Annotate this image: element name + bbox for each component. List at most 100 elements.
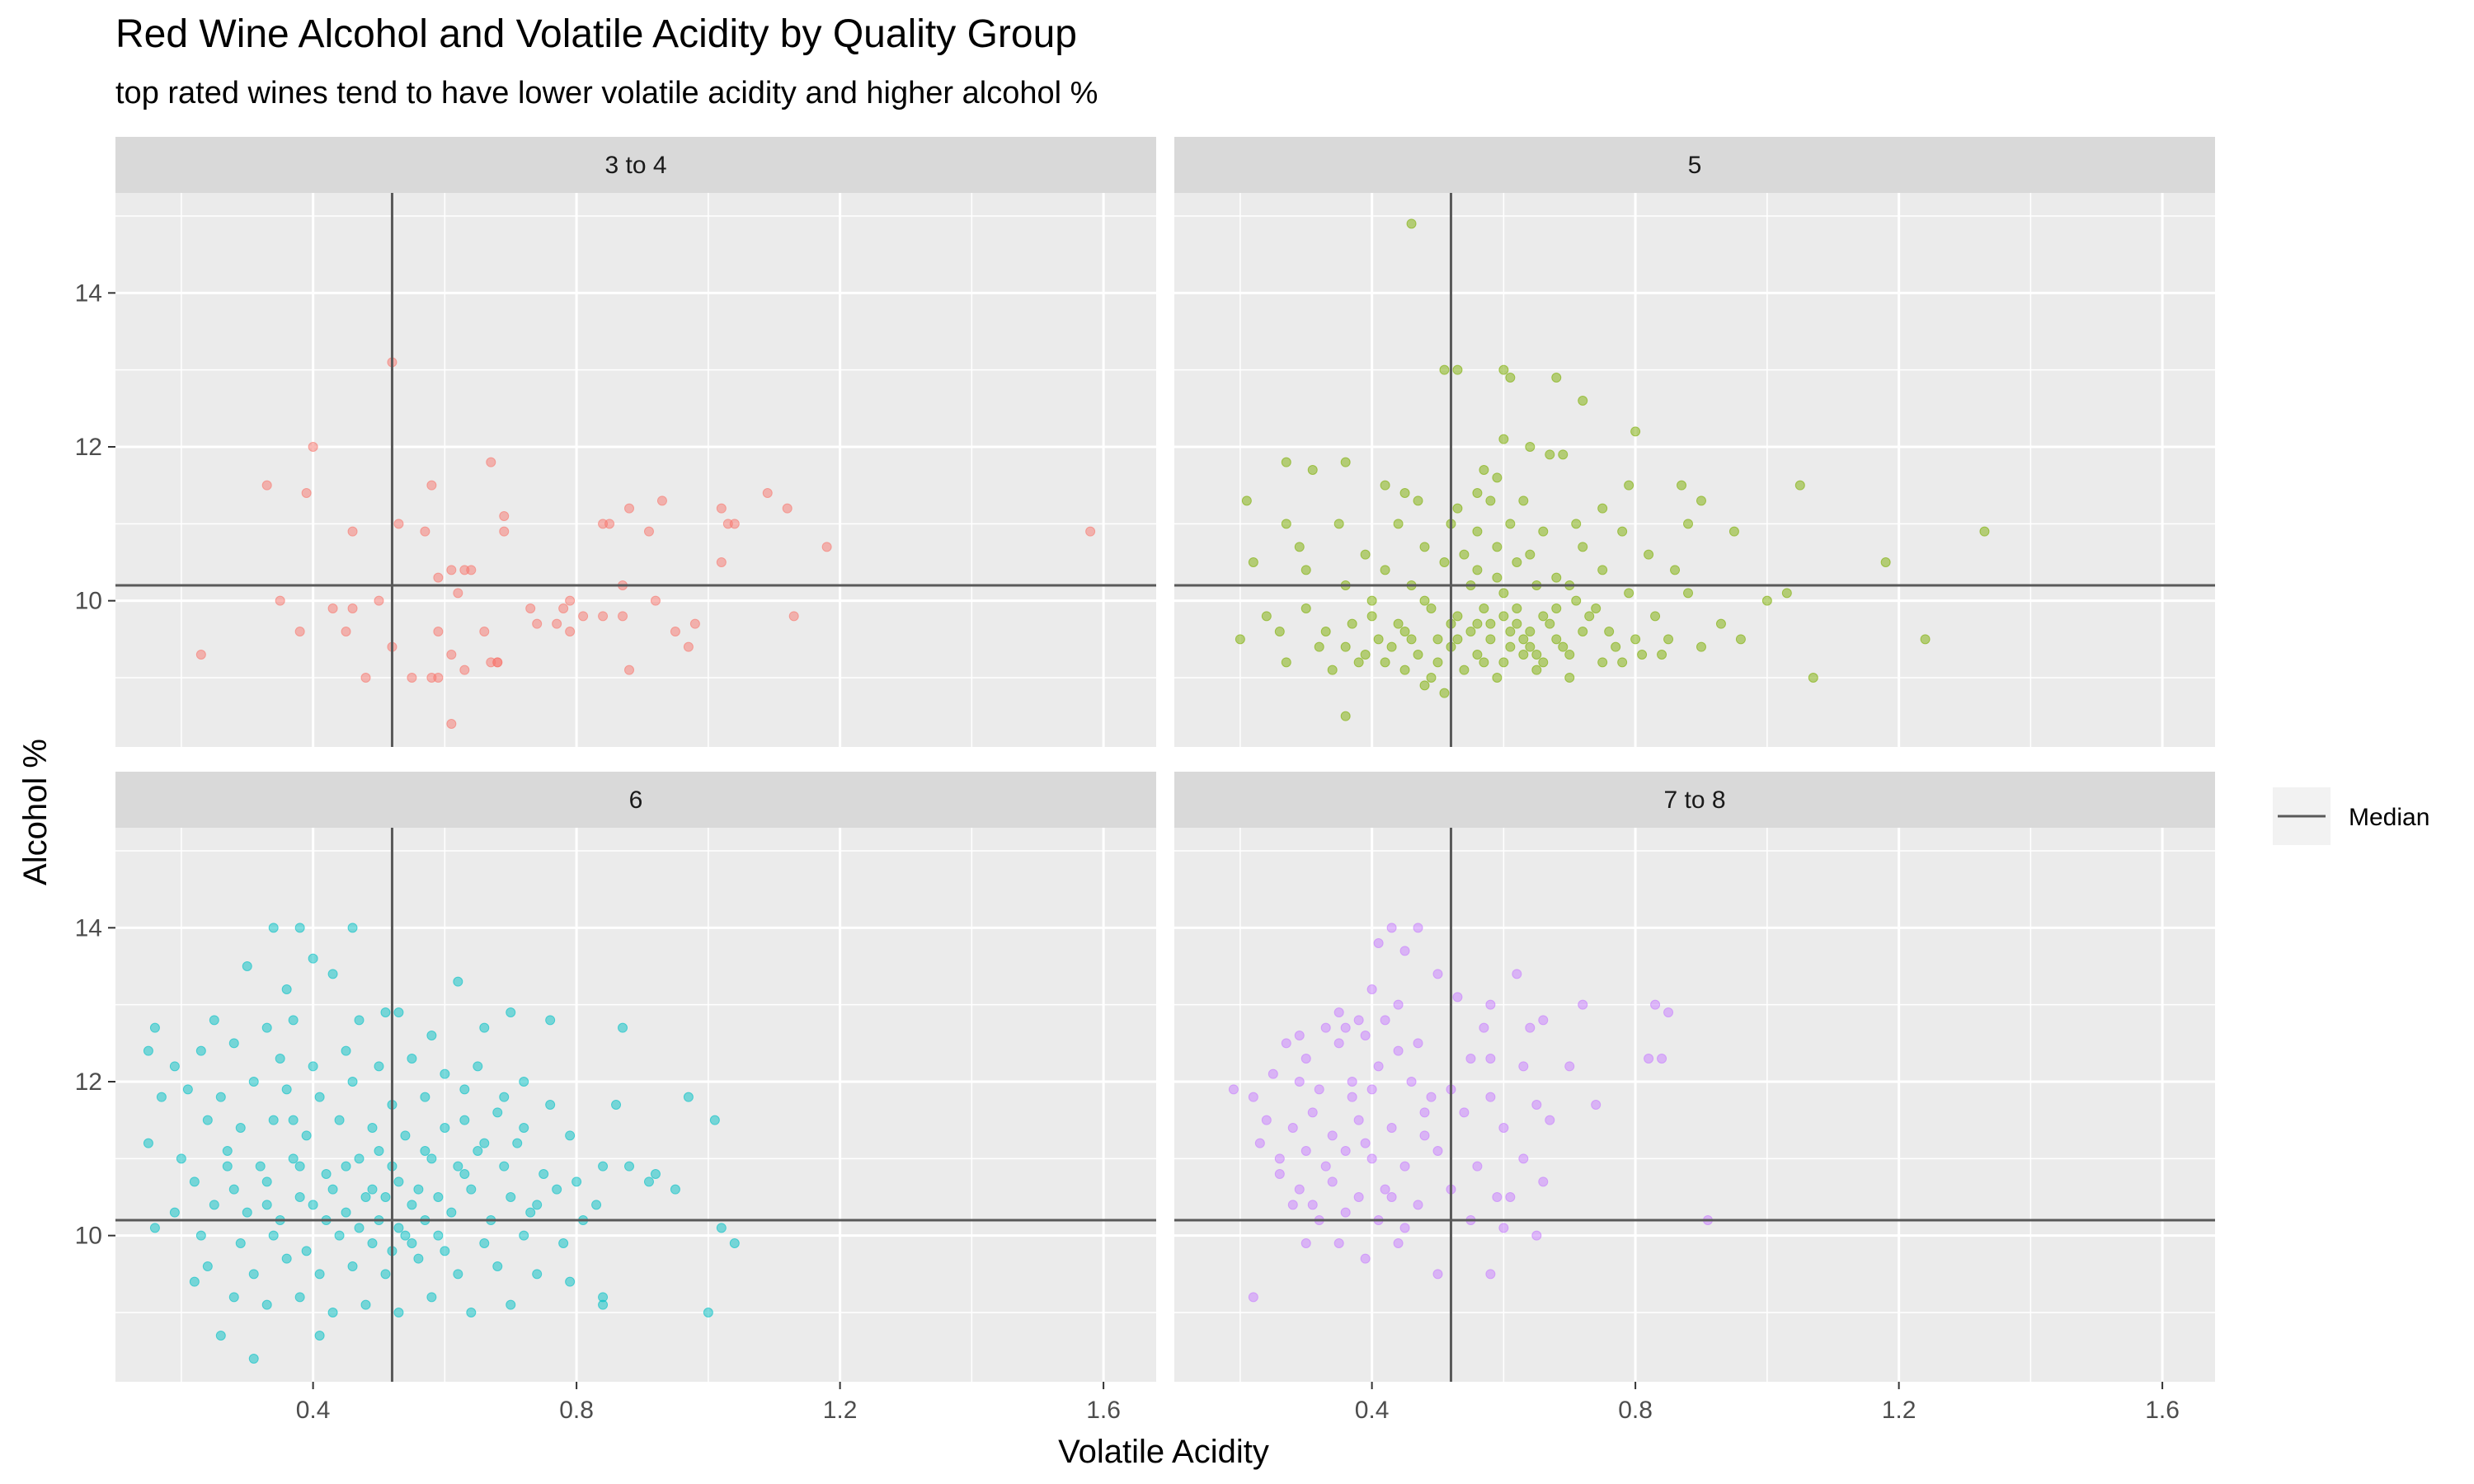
data-point	[446, 650, 457, 660]
data-point	[1808, 673, 1818, 683]
data-point	[367, 1238, 378, 1248]
data-point	[228, 1184, 239, 1195]
data-point	[1426, 603, 1437, 613]
data-point	[341, 1207, 351, 1218]
data-point	[1360, 1253, 1371, 1264]
data-point	[1637, 650, 1648, 660]
data-point	[1380, 1184, 1390, 1195]
y-tick-label: 10	[75, 588, 102, 615]
data-point	[1399, 946, 1410, 956]
data-point	[1531, 1100, 1542, 1110]
facet-strip	[1174, 772, 2215, 828]
data-point	[1729, 526, 1739, 537]
data-point	[314, 1331, 325, 1341]
data-point	[506, 1299, 516, 1310]
data-point	[1327, 1176, 1338, 1187]
data-point	[248, 1269, 259, 1280]
data-point	[268, 1230, 279, 1241]
data-point	[1413, 495, 1423, 506]
data-point	[1327, 1130, 1338, 1141]
data-point	[426, 1292, 437, 1303]
data-point	[1413, 1200, 1423, 1210]
data-point	[1261, 611, 1272, 622]
data-point	[1591, 1100, 1602, 1110]
facet-panel: 3 to 4 10 12 14	[75, 137, 1156, 747]
data-point	[1347, 618, 1357, 629]
data-point	[1498, 364, 1509, 375]
data-point	[1353, 1115, 1364, 1125]
facet-strip	[115, 137, 1156, 193]
data-point	[1920, 634, 1931, 645]
x-tick-label: 1.6	[2145, 1397, 2180, 1424]
x-axis-title: Volatile Acidity	[1058, 1434, 1269, 1470]
data-point	[1518, 1061, 1529, 1072]
data-point	[1630, 634, 1641, 645]
data-point	[1518, 650, 1529, 660]
data-point	[1505, 519, 1516, 529]
data-point	[433, 627, 444, 636]
data-point	[1399, 1223, 1410, 1233]
data-point	[598, 611, 609, 622]
data-point	[1657, 1054, 1667, 1064]
data-point	[407, 1200, 417, 1210]
data-point	[308, 1200, 318, 1210]
data-point	[327, 1308, 338, 1317]
x-tick-label: 0.8	[559, 1397, 594, 1424]
data-point	[215, 1331, 226, 1341]
data-point	[393, 1176, 404, 1187]
data-point	[486, 457, 496, 467]
data-point	[656, 495, 667, 506]
data-point	[782, 503, 793, 514]
data-point	[1314, 1084, 1324, 1095]
data-point	[1498, 588, 1509, 599]
data-point	[380, 1192, 391, 1202]
data-point	[1333, 1038, 1344, 1049]
data-point	[545, 1100, 556, 1110]
data-point	[598, 1299, 609, 1310]
x-tick-label: 0.8	[1618, 1397, 1653, 1424]
data-point	[195, 650, 206, 660]
data-point	[1472, 618, 1483, 629]
data-point	[1551, 603, 1562, 613]
data-point	[1505, 1192, 1516, 1202]
data-point	[499, 1161, 510, 1172]
data-point	[1525, 442, 1536, 452]
data-point	[294, 1192, 305, 1202]
data-point	[1413, 1038, 1423, 1049]
data-point	[558, 1238, 569, 1248]
data-point	[558, 603, 569, 613]
facet-strip-label: 7 to 8	[1663, 787, 1725, 814]
data-point	[1538, 657, 1549, 668]
data-point	[1472, 526, 1483, 537]
data-point	[479, 1022, 490, 1033]
data-point	[1235, 634, 1245, 645]
data-point	[407, 673, 417, 683]
data-point	[1485, 999, 1496, 1010]
data-point	[716, 1223, 727, 1233]
data-point	[341, 1045, 351, 1056]
data-point	[1644, 1054, 1654, 1064]
data-point	[1604, 627, 1615, 636]
data-point	[446, 565, 457, 575]
y-tick-label: 10	[75, 1223, 102, 1250]
data-point	[341, 1161, 351, 1172]
data-point	[400, 1130, 411, 1141]
data-point	[1505, 373, 1516, 383]
data-point	[1465, 627, 1476, 636]
data-point	[228, 1292, 239, 1303]
facet-panel: 5	[1174, 137, 2215, 747]
data-point	[1465, 1054, 1476, 1064]
data-point	[1300, 603, 1311, 613]
data-point	[1393, 1238, 1404, 1248]
data-point	[1670, 565, 1681, 575]
data-point	[1432, 634, 1443, 645]
data-point	[466, 1308, 477, 1317]
data-point	[354, 1223, 365, 1233]
x-tick-label: 0.4	[1355, 1397, 1390, 1424]
data-point	[1472, 565, 1483, 575]
data-point	[1538, 526, 1549, 537]
data-point	[1564, 650, 1575, 660]
data-point	[327, 969, 338, 979]
data-point	[334, 1230, 345, 1241]
data-point	[1545, 449, 1555, 460]
